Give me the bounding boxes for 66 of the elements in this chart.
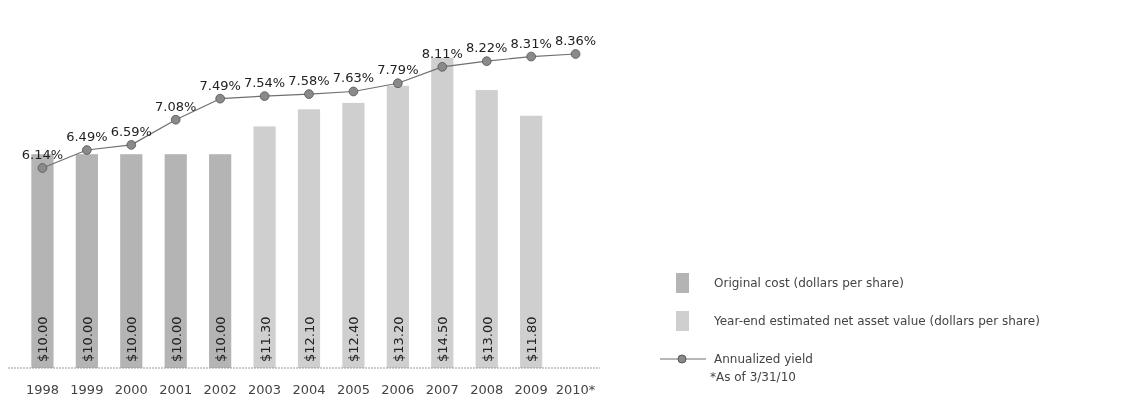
x-tick-label: 2003 <box>248 382 282 397</box>
data-label: $13.20 <box>390 316 406 362</box>
point <box>304 89 314 99</box>
x-tick-label: 2004 <box>292 382 326 397</box>
data-label: 7.58% <box>288 73 330 89</box>
point <box>37 163 48 173</box>
point <box>348 86 359 97</box>
point <box>437 62 448 72</box>
x-tick-label: 2005 <box>336 382 370 397</box>
legend-label: Original cost (dollars per share) <box>714 276 904 290</box>
point <box>393 78 403 89</box>
x-tick-label: 2008 <box>470 382 504 397</box>
data-label: 6.14% <box>21 147 64 162</box>
data-label: 8.22% <box>466 40 508 56</box>
bar <box>253 126 276 368</box>
data-label: 7.49% <box>199 77 241 93</box>
data-label: 8.36% <box>554 33 597 48</box>
bar <box>120 154 143 368</box>
bar <box>520 115 543 368</box>
data-label: $10.00 <box>124 316 140 362</box>
data-label: $14.50 <box>435 316 451 362</box>
data-label: 7.54% <box>243 75 286 91</box>
bar <box>342 102 365 368</box>
data-label: 7.63% <box>332 70 375 86</box>
data-label: 7.08% <box>155 98 197 114</box>
bar <box>297 109 321 368</box>
data-label: $10.00 <box>168 316 184 362</box>
data-label: $10.00 <box>79 316 95 362</box>
x-tick-label: 1998 <box>25 382 59 397</box>
point <box>170 114 181 125</box>
bar <box>475 90 498 368</box>
data-label: $12.40 <box>346 316 362 362</box>
data-label: $11.80 <box>524 316 540 362</box>
x-tick-label: 1999 <box>70 382 104 397</box>
data-label: $10.00 <box>213 316 229 362</box>
x-tick-label: 2009 <box>514 382 548 397</box>
data-label: $10.00 <box>35 316 51 362</box>
x-tick-label: 2010* <box>555 382 596 397</box>
point <box>526 51 536 62</box>
bar <box>386 85 409 368</box>
bar <box>431 58 454 368</box>
data-label: $11.30 <box>257 316 273 362</box>
point <box>570 49 581 59</box>
data-label: $12.10 <box>302 316 317 362</box>
bar <box>75 154 98 368</box>
data-label: 6.49% <box>66 129 108 145</box>
legend-label: Annualized yield <box>714 352 813 366</box>
x-tick-label: 2002 <box>203 382 237 397</box>
data-label: 7.79% <box>377 62 419 78</box>
legend-label: Year-end estimated net asset value (dollars per share) <box>713 314 1040 328</box>
x-tick-label: 2000 <box>114 382 148 397</box>
data-label: 8.31% <box>510 35 552 51</box>
x-tick-label: 2001 <box>159 382 193 397</box>
point <box>481 56 492 66</box>
point <box>215 93 225 104</box>
point <box>126 140 137 150</box>
x-tick-label: 2006 <box>381 382 415 397</box>
data-label: 6.59% <box>110 123 152 139</box>
bar <box>209 154 232 368</box>
data-label: $13.00 <box>479 316 495 362</box>
point <box>82 145 92 155</box>
data-label: 8.11% <box>421 45 463 61</box>
bar <box>164 154 187 368</box>
text: *As of 3/31/10 <box>710 370 796 384</box>
point <box>259 91 270 101</box>
x-tick-label: 2007 <box>425 382 459 397</box>
